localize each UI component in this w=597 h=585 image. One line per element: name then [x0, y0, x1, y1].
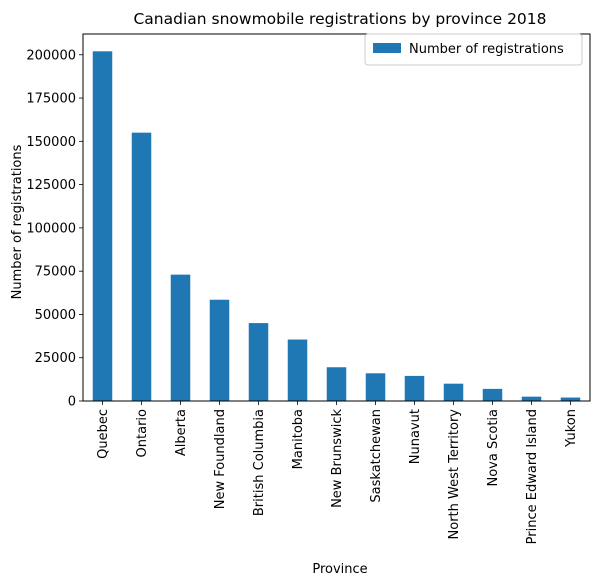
x-axis: Quebec Ontario Alberta New Foundland British… [96, 401, 579, 544]
x-tick-label: Ontario [135, 409, 150, 457]
y-tick-label: 75000 [35, 265, 76, 280]
x-tick-label: New Foundland [213, 409, 228, 509]
bar-new-brunswick [326, 367, 347, 401]
legend-box [364, 33, 583, 66]
x-tick-label: Saskatchewan [369, 409, 384, 503]
x-tick-label: Nova Scotia [486, 409, 501, 487]
bar-quebec [92, 51, 113, 402]
bar-yukon [560, 397, 581, 401]
chart-title: Canadian snowmobile registrations by pro… [133, 10, 546, 28]
legend-label: Number of registrations [409, 42, 564, 57]
x-tick-label: Alberta [174, 409, 189, 456]
bar-manitoba [287, 339, 308, 401]
x-tick-label: Quebec [96, 409, 111, 459]
bar-prince-edward-island [521, 396, 542, 401]
plot-frame [82, 33, 591, 402]
y-tick-label: 50000 [35, 308, 76, 323]
x-tick-label: New Brunswick [330, 409, 345, 508]
y-tick-label: 100000 [26, 221, 76, 236]
bar-alberta [170, 274, 191, 401]
y-tick-label: 150000 [26, 135, 76, 150]
x-tick-label: Manitoba [291, 409, 306, 469]
y-axis: 0 25000 50000 75000 100000 125000 150000 175000… [26, 48, 83, 410]
legend-swatch [373, 43, 401, 53]
bar-ontario [131, 132, 152, 402]
bars-layer [92, 51, 581, 402]
bar-north-west-territory [443, 383, 464, 401]
y-tick-label: 0 [68, 395, 76, 410]
bar-saskatchewan [365, 373, 386, 401]
y-tick-label: 175000 [26, 92, 76, 107]
bar-nunavut [404, 375, 425, 401]
y-tick-label: 25000 [35, 351, 76, 366]
bar-british-columbia [248, 323, 269, 401]
y-tick-label: 125000 [26, 178, 76, 193]
x-tick-label: Nunavut [408, 409, 423, 464]
y-axis-title: Number of registrations [10, 144, 25, 299]
y-tick-label: 200000 [26, 48, 76, 63]
bar-new-foundland [209, 299, 230, 401]
legend: Number of registrations [364, 33, 583, 66]
x-tick-label: Yukon [564, 409, 579, 448]
bar-nova-scotia [482, 388, 503, 401]
x-tick-label: British Columbia [252, 409, 267, 516]
x-tick-label: Prince Edward Island [525, 409, 540, 544]
x-axis-title: Province [312, 562, 367, 577]
x-tick-label: North West Territory [447, 409, 462, 540]
